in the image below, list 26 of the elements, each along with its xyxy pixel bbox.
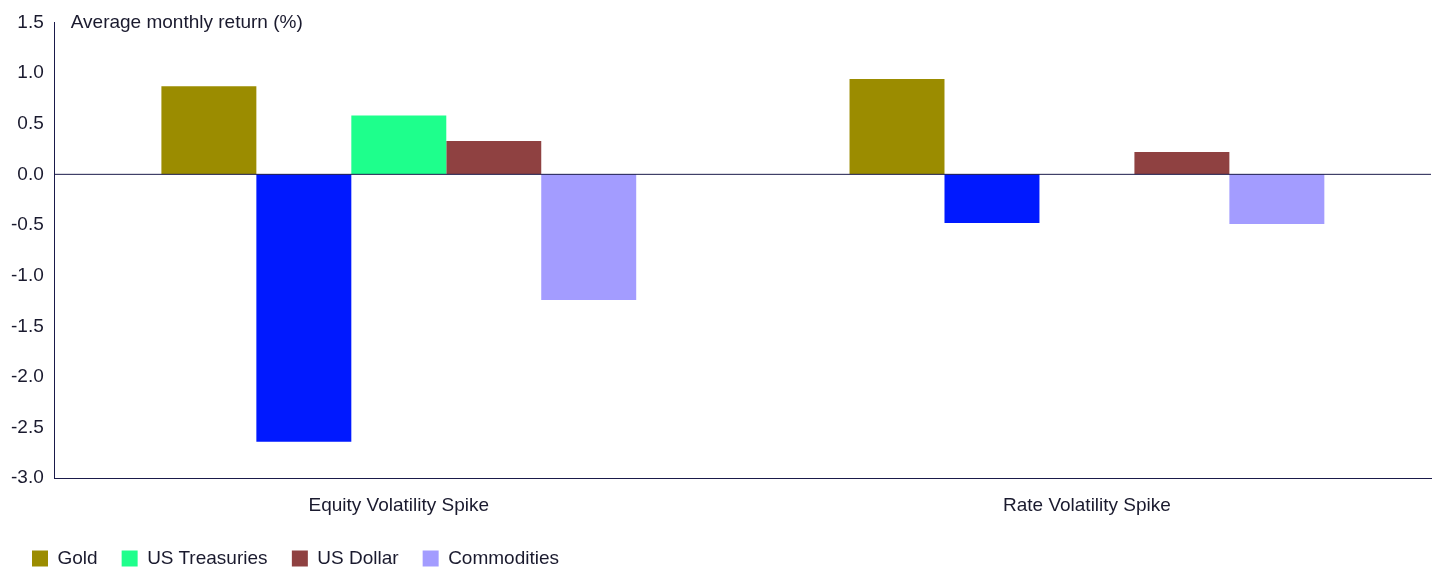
- legend-label: Gold: [57, 546, 98, 568]
- y-axis-title: Average monthly return (%): [70, 10, 303, 32]
- x-tick-label: Rate Volatility Spike: [1002, 493, 1171, 515]
- y-tick-label: -2.5: [10, 415, 44, 437]
- y-tick-label: 1.0: [17, 61, 44, 83]
- y-tick-label: 0.0: [17, 162, 44, 184]
- y-tick-label: 1.5: [17, 10, 44, 32]
- legend-label: US Dollar: [317, 546, 400, 568]
- bar: [541, 174, 637, 300]
- bar: [1229, 174, 1325, 224]
- bar: [1134, 152, 1230, 175]
- y-tick-label: -1.5: [10, 314, 44, 336]
- bar: [256, 174, 352, 442]
- y-tick-label: -1.0: [10, 263, 44, 285]
- bar: [944, 174, 1040, 223]
- y-tick-label: -2.0: [10, 365, 44, 387]
- y-tick-label: 0.5: [17, 111, 44, 133]
- bar: [161, 86, 257, 175]
- bar: [446, 140, 542, 175]
- bar: [351, 115, 447, 175]
- y-tick-label: -3.0: [10, 466, 44, 488]
- legend-label: US Treasuries: [147, 546, 268, 568]
- bar: [849, 79, 945, 175]
- x-tick-label: Equity Volatility Spike: [308, 493, 490, 515]
- y-tick-label: -0.5: [10, 213, 44, 235]
- legend-label: Commodities: [448, 546, 560, 568]
